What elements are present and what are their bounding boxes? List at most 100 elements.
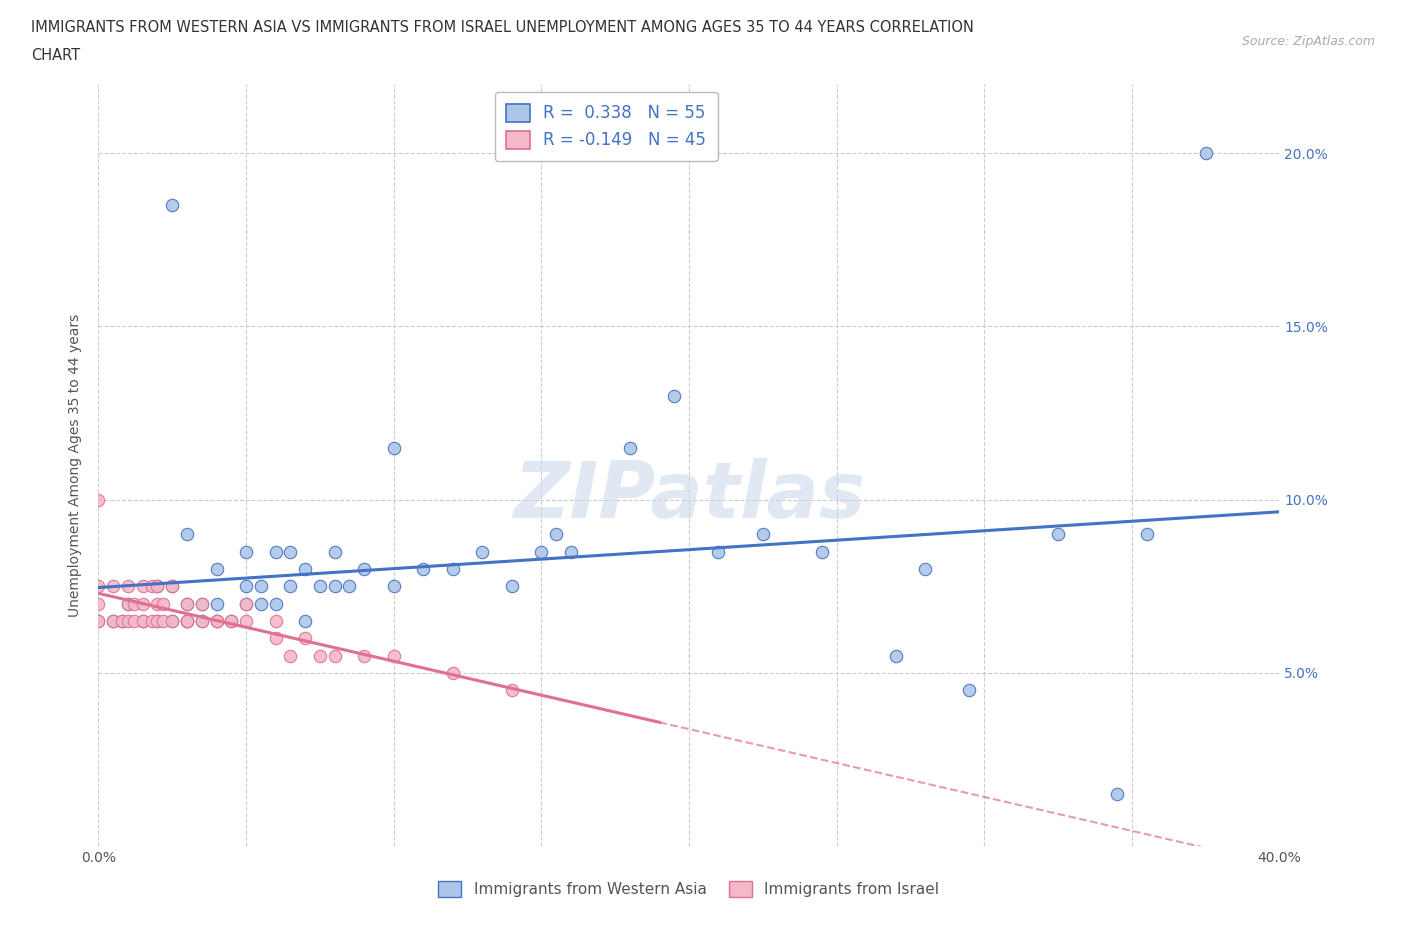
Point [162, 614, 183, 629]
Point [111, 614, 134, 629]
Point [560, 544, 582, 559]
Point [132, 614, 155, 629]
Y-axis label: Unemployment Among Ages 35 to 44 years: Unemployment Among Ages 35 to 44 years [69, 313, 83, 617]
Point [205, 614, 228, 629]
Point [191, 614, 214, 629]
Point [122, 596, 145, 611]
Point [264, 614, 287, 629]
Point [382, 440, 405, 455]
Text: ZIPatlas: ZIPatlas [513, 458, 865, 534]
Point [146, 614, 169, 629]
Point [264, 596, 287, 611]
Point [664, 388, 686, 403]
Point [132, 578, 155, 593]
Point [176, 614, 198, 629]
Point [1105, 787, 1128, 802]
Point [382, 648, 405, 663]
Point [146, 596, 169, 611]
Point [141, 578, 163, 593]
Point [117, 614, 139, 629]
Point [264, 544, 287, 559]
Point [176, 596, 198, 611]
Point [278, 578, 302, 593]
Point [382, 578, 405, 593]
Point [132, 614, 155, 629]
Point [152, 596, 174, 611]
Point [441, 562, 464, 577]
Point [146, 578, 169, 593]
Legend: Immigrants from Western Asia, Immigrants from Israel: Immigrants from Western Asia, Immigrants… [432, 875, 946, 903]
Point [146, 614, 169, 629]
Point [339, 578, 360, 593]
Point [278, 544, 302, 559]
Point [205, 614, 228, 629]
Point [1046, 527, 1069, 542]
Point [501, 578, 523, 593]
Point [235, 596, 257, 611]
Point [117, 578, 139, 593]
Point [250, 596, 273, 611]
Point [87, 578, 110, 593]
Point [87, 596, 110, 611]
Point [141, 614, 163, 629]
Point [205, 562, 228, 577]
Point [162, 614, 183, 629]
Point [707, 544, 730, 559]
Point [162, 197, 183, 212]
Point [294, 631, 316, 645]
Point [250, 578, 273, 593]
Point [205, 596, 228, 611]
Point [219, 614, 242, 629]
Point [884, 648, 907, 663]
Point [294, 614, 316, 629]
Point [152, 614, 174, 629]
Point [191, 614, 214, 629]
Point [191, 596, 214, 611]
Point [810, 544, 832, 559]
Point [132, 596, 155, 611]
Point [117, 596, 139, 611]
Point [471, 544, 494, 559]
Point [412, 562, 434, 577]
Point [219, 614, 242, 629]
Point [294, 562, 316, 577]
Point [235, 544, 257, 559]
Text: IMMIGRANTS FROM WESTERN ASIA VS IMMIGRANTS FROM ISRAEL UNEMPLOYMENT AMONG AGES 3: IMMIGRANTS FROM WESTERN ASIA VS IMMIGRAN… [31, 20, 974, 35]
Point [619, 440, 641, 455]
Point [103, 614, 125, 629]
Point [103, 614, 125, 629]
Point [146, 578, 169, 593]
Point [176, 614, 198, 629]
Point [323, 648, 346, 663]
Point [191, 596, 214, 611]
Text: CHART: CHART [31, 48, 80, 63]
Point [441, 666, 464, 681]
Point [176, 596, 198, 611]
Point [530, 544, 553, 559]
Point [959, 683, 981, 698]
Point [235, 578, 257, 593]
Point [323, 544, 346, 559]
Point [751, 527, 773, 542]
Point [914, 562, 936, 577]
Point [87, 614, 110, 629]
Point [87, 492, 110, 507]
Point [162, 578, 183, 593]
Point [353, 648, 375, 663]
Point [87, 614, 110, 629]
Point [235, 596, 257, 611]
Point [111, 614, 134, 629]
Point [1135, 527, 1157, 542]
Point [353, 562, 375, 577]
Point [176, 614, 198, 629]
Point [117, 596, 139, 611]
Point [264, 631, 287, 645]
Text: Source: ZipAtlas.com: Source: ZipAtlas.com [1241, 35, 1375, 48]
Point [1195, 146, 1218, 161]
Point [278, 648, 302, 663]
Point [501, 683, 523, 698]
Point [122, 614, 145, 629]
Point [546, 527, 568, 542]
Point [205, 614, 228, 629]
Point [235, 614, 257, 629]
